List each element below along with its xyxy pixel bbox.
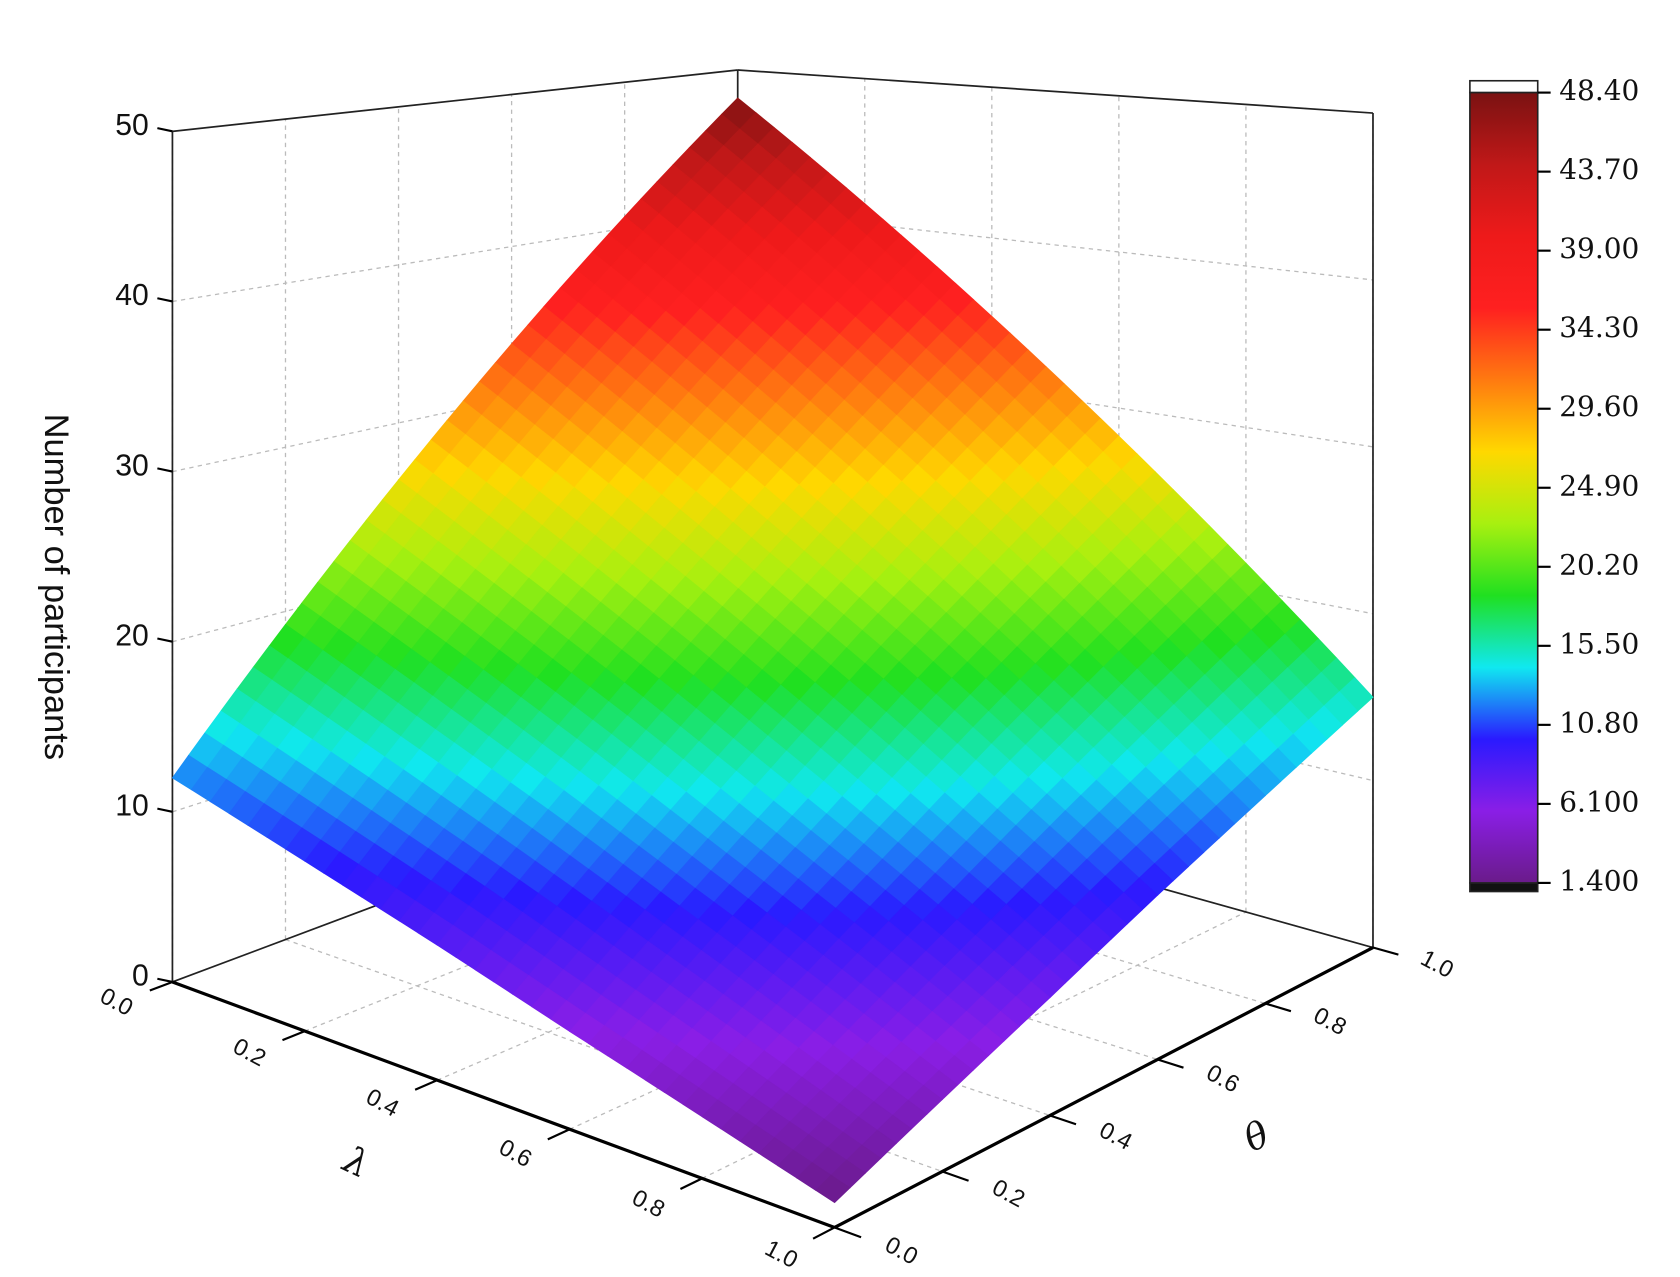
colorbar-tick-label: 15.50 (1559, 627, 1639, 660)
z-tick (157, 297, 173, 303)
box-edge (737, 69, 1374, 114)
z-tick-label: 10 (115, 790, 149, 823)
z-tick (157, 637, 173, 643)
y-tick-label: 1.0 (1416, 945, 1457, 983)
z-tick-label: 30 (115, 449, 149, 482)
z-tick (157, 467, 173, 473)
x-tick-label: 0.8 (628, 1185, 669, 1223)
colorbar-tick-label: 29.60 (1559, 390, 1639, 423)
y-axis (833, 946, 1374, 1229)
z-tick-label: 20 (115, 619, 149, 652)
x-tick (812, 1226, 836, 1240)
z-tick-label: 40 (115, 279, 149, 312)
z-tick-label: 0 (132, 960, 149, 993)
y-tick-label: 0.8 (1309, 1003, 1350, 1041)
colorbar-tick-label: 24.90 (1559, 469, 1639, 502)
colorbar-cap (1469, 882, 1539, 893)
x-axis-title: λ (335, 1137, 376, 1187)
x-tick-label: 0.2 (229, 1034, 270, 1072)
colorbar-tick-label: 43.70 (1559, 153, 1639, 186)
colorbar-tick-label: 48.40 (1559, 74, 1639, 107)
x-tick (282, 1030, 306, 1042)
grid-line (172, 489, 738, 643)
grid-line (172, 349, 738, 473)
colorbar-tick-label: 20.20 (1559, 548, 1639, 581)
y-axis-title: θ (1237, 1112, 1275, 1160)
box-edge (172, 69, 738, 133)
x-tick (679, 1177, 703, 1190)
colorbar-tick-label: 10.80 (1559, 706, 1639, 739)
y-tick (1157, 1058, 1184, 1069)
y-tick (834, 1226, 862, 1239)
x-tick (414, 1079, 438, 1091)
colorbar (1469, 91, 1539, 884)
x-tick (149, 980, 173, 992)
surface-patch (815, 1174, 851, 1204)
colorbar-tick-label: 6.100 (1559, 785, 1639, 818)
colorbar-tick-label: 39.00 (1559, 232, 1639, 265)
x-tick-label: 0.0 (96, 983, 137, 1021)
x-tick (547, 1128, 571, 1141)
colorbar-tick-label: 34.30 (1559, 311, 1639, 344)
y-tick-label: 0.4 (1095, 1117, 1136, 1155)
z-axis-title: Number of participants (37, 414, 75, 760)
y-tick-label: 0.0 (881, 1232, 922, 1270)
y-tick (1264, 1002, 1292, 1013)
y-tick (1372, 946, 1399, 956)
z-tick-label: 50 (115, 109, 149, 142)
y-tick (941, 1170, 969, 1182)
z-tick (157, 807, 173, 813)
z-tick (157, 977, 173, 984)
x-tick-label: 0.4 (362, 1084, 403, 1122)
colorbar-cap (1469, 79, 1539, 94)
y-tick-label: 0.2 (988, 1175, 1029, 1213)
y-tick (1049, 1114, 1077, 1126)
z-tick (157, 127, 173, 133)
x-tick-label: 1.0 (760, 1236, 801, 1274)
x-tick-label: 0.6 (495, 1135, 536, 1173)
y-tick-label: 0.6 (1202, 1060, 1243, 1098)
colorbar-tick-label: 1.400 (1559, 864, 1639, 897)
x-axis (171, 980, 836, 1229)
